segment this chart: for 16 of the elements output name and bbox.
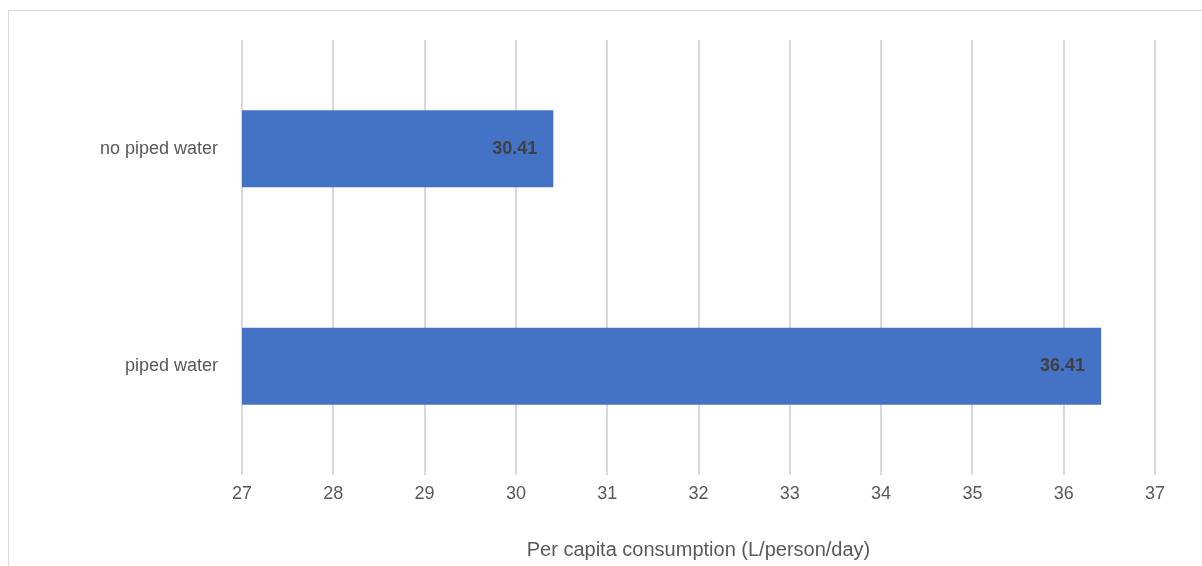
x-tick-label: 35 bbox=[962, 482, 983, 503]
x-tick-label: 27 bbox=[231, 482, 253, 503]
y-tick-label: piped water bbox=[124, 355, 218, 376]
y-tick-label: no piped water bbox=[99, 137, 218, 158]
x-tick-label: 31 bbox=[597, 482, 618, 503]
x-axis-title: Per capita consumption (L/person/day) bbox=[526, 537, 871, 560]
x-tick-label: 32 bbox=[688, 482, 709, 503]
x-tick-label: 34 bbox=[871, 482, 892, 503]
x-tick-label: 28 bbox=[323, 482, 344, 503]
x-tick-label: 36 bbox=[1053, 482, 1074, 503]
data-label: 30.41 bbox=[492, 137, 538, 158]
data-label: 36.41 bbox=[1040, 355, 1086, 376]
x-tick-label: 33 bbox=[779, 482, 800, 503]
x-tick-label: 37 bbox=[1144, 482, 1166, 503]
x-tick-label: 29 bbox=[414, 482, 435, 503]
x-tick-label: 30 bbox=[505, 482, 526, 503]
